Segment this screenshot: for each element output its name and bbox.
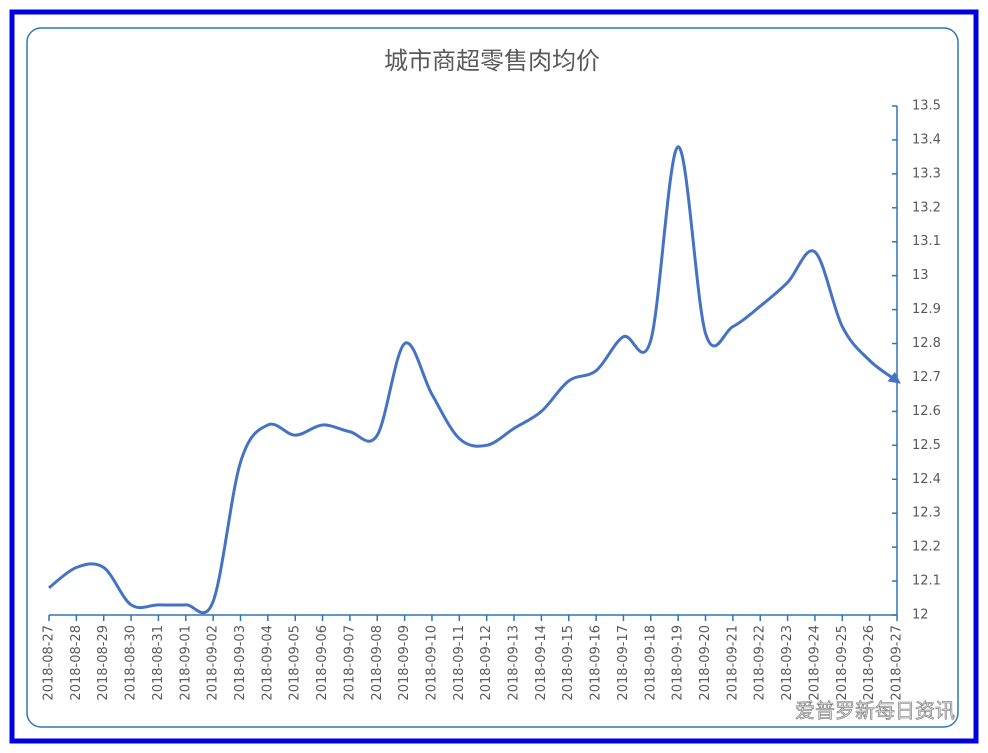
x-tick-label: 2018-09-18 <box>643 625 658 701</box>
x-tick-label: 2018-08-31 <box>151 625 166 701</box>
price-line <box>48 145 901 615</box>
x-tick-label: 2018-09-02 <box>206 625 221 701</box>
x-tick-label: 2018-09-21 <box>725 625 740 701</box>
x-tick-label: 2018-09-10 <box>424 625 439 701</box>
x-tick-label: 2018-09-20 <box>698 625 713 701</box>
x-tick-label: 2018-09-14 <box>534 625 549 701</box>
x-tick-label: 2018-09-06 <box>315 625 330 701</box>
x-tick-label: 2018-09-05 <box>288 625 303 701</box>
y-tick-label: 13.4 <box>912 132 941 147</box>
y-tick-label: 13 <box>912 268 929 283</box>
x-tick-label: 2018-09-22 <box>753 625 768 701</box>
x-tick-label: 2018-09-03 <box>233 625 248 701</box>
x-tick-label: 2018-09-19 <box>671 625 686 701</box>
y-tick-label: 12.4 <box>912 472 941 487</box>
x-tick-label: 2018-08-30 <box>124 625 139 701</box>
plot-frame <box>26 27 959 728</box>
x-tick-label: 2018-08-29 <box>96 625 111 701</box>
y-tick-label: 12 <box>912 608 929 623</box>
x-tick-label: 2018-09-25 <box>835 625 850 701</box>
x-tick-label: 2018-09-07 <box>342 625 357 701</box>
y-tick-label: 13.3 <box>912 166 941 181</box>
y-tick-label: 13.5 <box>912 99 941 114</box>
chart-title: 城市商超零售肉均价 <box>384 47 600 75</box>
y-tick-label: 12.2 <box>912 540 941 555</box>
y-tick-label: 12.1 <box>912 574 941 589</box>
y-tick-label: 12.7 <box>912 370 941 385</box>
y-tick-label: 12.3 <box>912 506 941 521</box>
x-tick-label: 2018-09-16 <box>589 625 604 701</box>
x-tick-label: 2018-09-17 <box>616 625 631 701</box>
y-tick-label: 12.8 <box>912 336 941 351</box>
x-tick-label: 2018-09-15 <box>561 625 576 701</box>
y-tick-label: 13.2 <box>912 200 941 215</box>
x-tick-label: 2018-08-27 <box>42 625 57 701</box>
x-tick-label: 2018-09-01 <box>178 625 193 701</box>
x-tick-label: 2018-09-27 <box>890 625 905 701</box>
y-tick-label: 13.1 <box>912 234 941 249</box>
x-tick-label: 2018-09-13 <box>507 625 522 701</box>
x-tick-label: 2018-08-28 <box>69 625 84 701</box>
y-tick-label: 12.9 <box>912 302 941 317</box>
x-tick-label: 2018-09-08 <box>370 625 385 701</box>
x-tick-label: 2018-09-12 <box>479 625 494 701</box>
y-tick-label: 12.6 <box>912 404 941 419</box>
x-tick-label: 2018-09-11 <box>452 625 467 701</box>
x-tick-label: 2018-09-24 <box>807 625 822 701</box>
watermark: 爱普罗新每日资讯 <box>795 699 955 723</box>
y-tick-label: 12.5 <box>912 438 941 453</box>
x-tick-label: 2018-09-23 <box>780 625 795 701</box>
x-tick-label: 2018-09-09 <box>397 625 412 701</box>
x-tick-label: 2018-09-26 <box>862 625 877 701</box>
x-tick-label: 2018-09-04 <box>260 625 275 701</box>
